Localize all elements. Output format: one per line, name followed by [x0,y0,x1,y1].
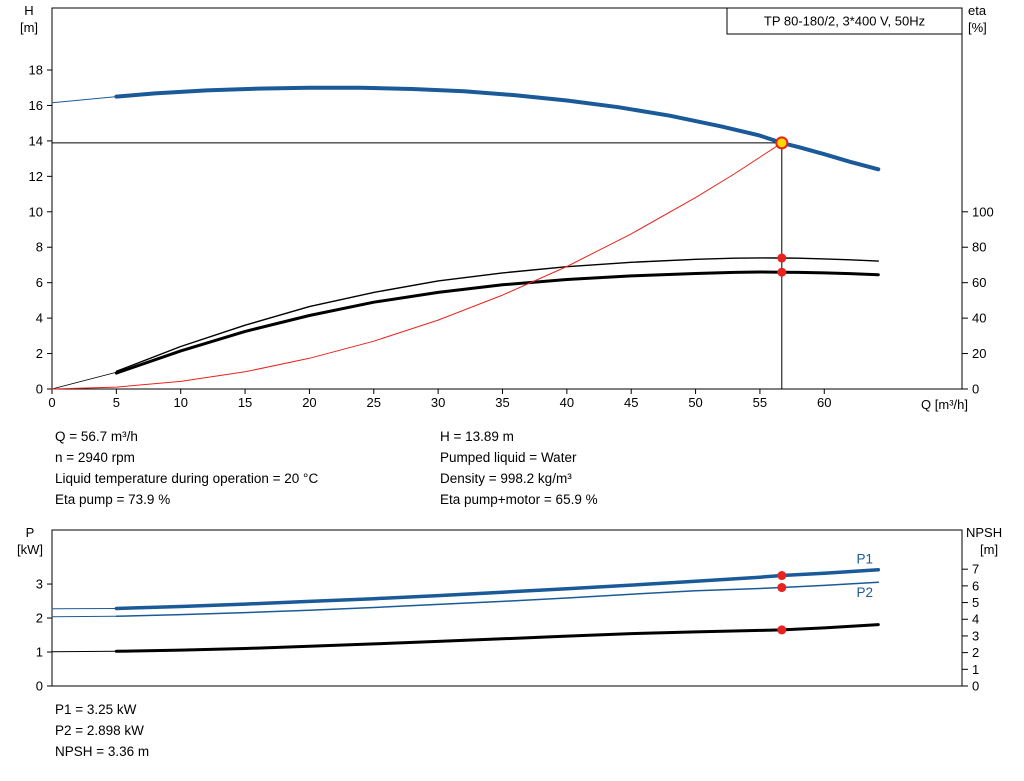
npsh-axis-title: NPSH [m] [966,524,1022,558]
info-panel-left: Q = 56.7 m³/h n = 2940 rpm Liquid temper… [55,426,318,510]
P1-curve [114,568,881,611]
y-right-tick-label: 7 [972,562,979,577]
head-efficiency-chart-frame [51,7,963,390]
y-right-tick-label: 80 [972,240,986,255]
curve-label-P2: P2 [856,585,873,600]
NPSH-leadin [51,650,117,653]
eta-pump-motor-curve [114,270,880,375]
info-head: H = 13.89 m [440,429,514,444]
eta-leadin [51,371,117,390]
head-axis-title-unit: [m] [19,20,39,35]
flow-axis-title: Q [m³/h] [921,397,968,412]
head-axis-title: H [m] [9,2,49,36]
y-left-tick-label: 0 [36,382,43,397]
eta-axis-title: eta [%] [968,2,1022,36]
x-tick-label: 0 [48,395,55,410]
y-right-tick-label: 20 [972,346,986,361]
P2-point [777,583,787,593]
H-curve [114,85,881,172]
info-eta-pump: Eta pump = 73.9 % [55,492,171,507]
y-right-tick-label: 40 [972,311,986,326]
eta-axis-title-symbol: eta [968,3,987,18]
y-left-tick-label: 2 [36,611,43,626]
info-flow: Q = 56.7 m³/h [55,429,138,444]
y-right-tick-label: 5 [972,595,979,610]
P2-curve [115,581,880,618]
y-right-tick-label: 6 [972,578,979,593]
power-npsh-chart-frame [51,529,963,687]
x-tick-label: 35 [495,395,509,410]
power-axis-title: P [kW] [8,524,52,558]
y-left-tick-label: 2 [36,346,43,361]
x-tick-label: 60 [817,395,831,410]
eta-pump-motor-point [777,267,787,277]
y-left-tick-label: 14 [29,133,43,148]
x-tick-label: 15 [238,395,252,410]
result-p2: P2 = 2.898 kW [55,723,144,738]
y-left-tick-label: 0 [36,679,43,694]
head-axis-title-symbol: H [24,3,34,18]
info-eta-pump-motor: Eta pump+motor = 65.9 % [440,492,598,507]
info-density: Density = 998.2 kg/m³ [440,471,572,486]
result-npsh: NPSH = 3.36 m [55,744,150,759]
y-left-tick-label: 6 [36,275,43,290]
y-left-tick-label: 1 [36,645,43,660]
eta-axis-title-unit: [%] [968,20,987,35]
system-curve [51,142,783,390]
y-right-tick-label: 60 [972,275,986,290]
y-left-tick-label: 16 [29,98,43,113]
NPSH-curve [114,623,880,653]
y-right-tick-label: 2 [972,645,979,660]
x-tick-label: 10 [173,395,187,410]
info-temperature: Liquid temperature during operation = 20… [55,471,319,486]
x-tick-label: 40 [560,395,574,410]
duty-point [775,136,789,150]
x-tick-label: 25 [367,395,381,410]
y-left-tick-label: 3 [36,577,43,592]
y-left-tick-label: 10 [29,204,43,219]
npsh-axis-title-symbol: NPSH [966,525,1003,540]
power-axis-title-unit: [kW] [17,542,43,557]
y-left-tick-label: 12 [29,169,43,184]
eta-pump-curve [115,257,879,372]
y-right-tick-label: 0 [972,679,979,694]
info-liquid: Pumped liquid = Water [440,450,577,465]
y-right-tick-label: 4 [972,612,979,627]
x-tick-label: 5 [113,395,120,410]
x-tick-label: 45 [624,395,638,410]
pump-title-text: TP 80-180/2, 3*400 V, 50Hz [764,14,925,29]
y-left-tick-label: 4 [36,311,43,326]
NPSH-point [777,625,787,635]
y-right-tick-label: 1 [972,662,979,677]
info-speed: n = 2940 rpm [55,450,135,465]
result-panel: P1 = 3.25 kW P2 = 2.898 kW NPSH = 3.36 m [55,699,149,762]
curve-label-P1: P1 [856,552,873,567]
y-right-tick-label: 3 [972,628,979,643]
eta-pump-point [777,253,787,263]
y-right-tick-label: 0 [972,382,979,397]
x-tick-label: 30 [431,395,445,410]
pump-title-box [726,7,963,35]
info-panel-right: H = 13.89 m Pumped liquid = Water Densit… [440,426,598,510]
x-tick-label: 50 [688,395,702,410]
power-axis-title-symbol: P [25,525,35,540]
y-right-tick-label: 100 [972,204,994,219]
P1-point [777,571,787,581]
x-tick-label: 55 [753,395,767,410]
result-p1: P1 = 3.25 kW [55,702,137,717]
y-left-tick-label: 8 [36,240,43,255]
npsh-axis-title-unit: [m] [980,542,999,557]
x-tick-label: 20 [302,395,316,410]
H-curve-leadin [51,96,117,104]
y-left-tick-label: 18 [29,63,43,78]
